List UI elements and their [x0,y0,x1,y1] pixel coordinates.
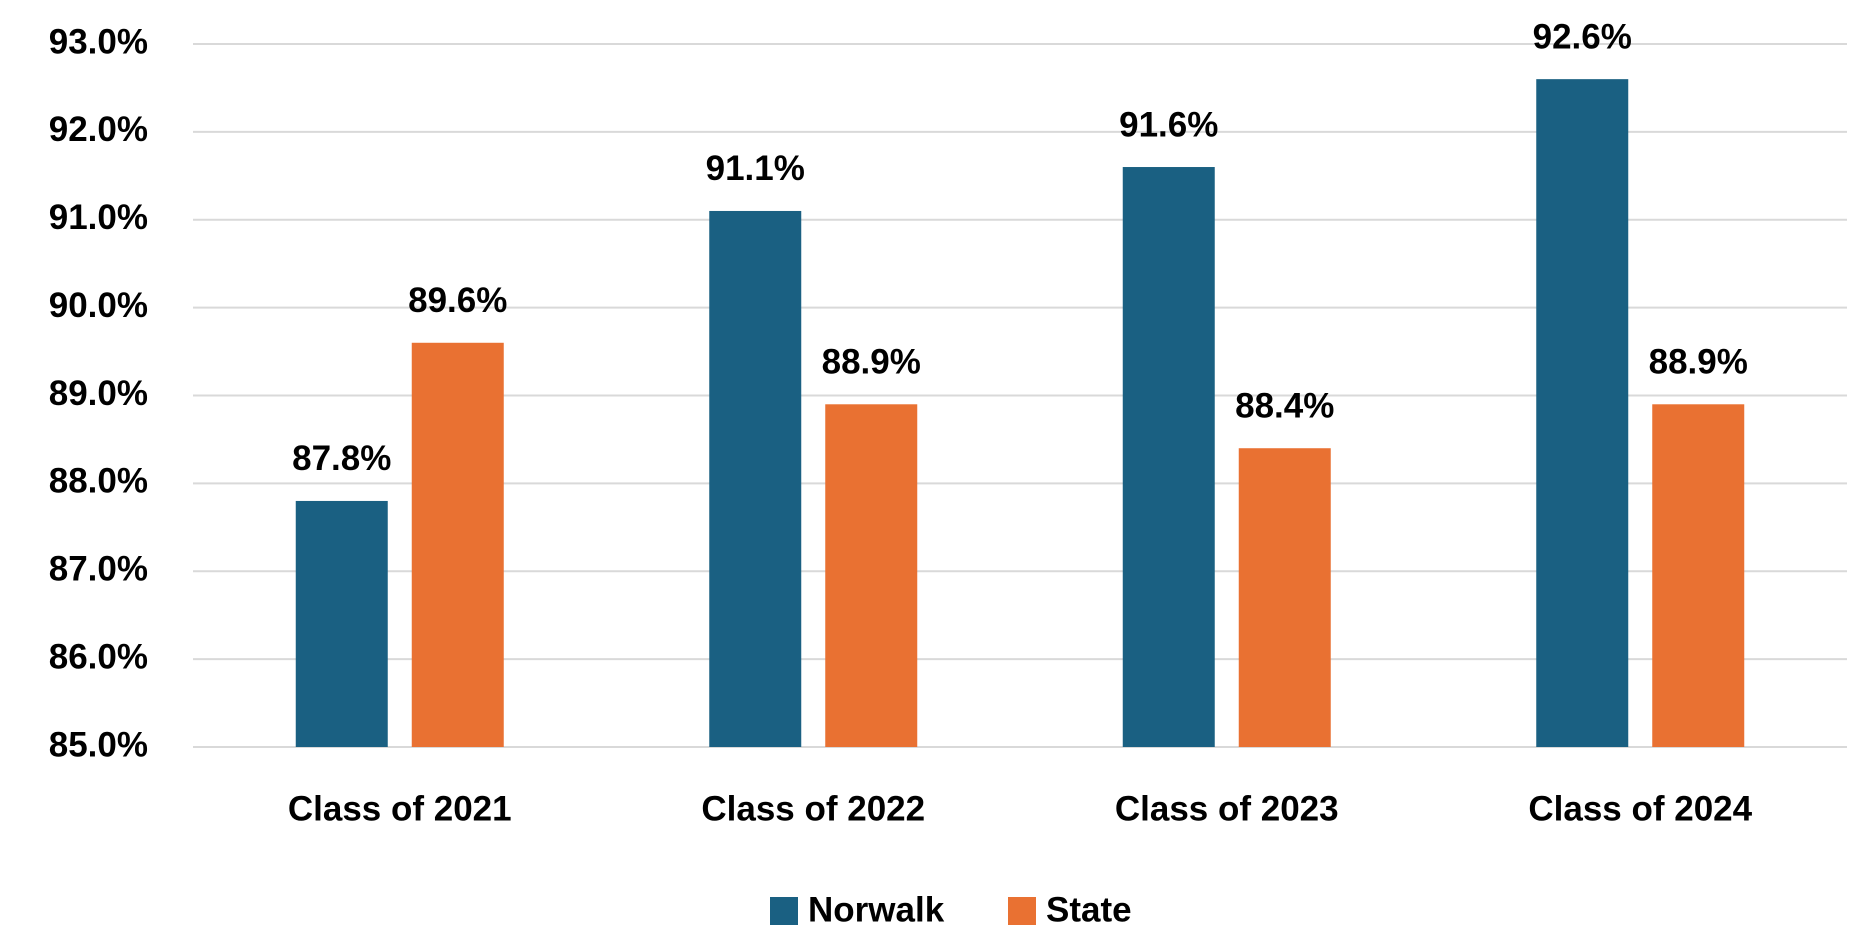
y-tick-label: 87.0% [49,550,148,589]
x-tick-label: Class of 2023 [1115,789,1339,828]
bar [295,500,388,747]
x-tick-label: Class of 2021 [288,789,512,828]
data-label: 88.4% [1235,386,1334,425]
bar [1536,79,1629,747]
y-tick-label: 85.0% [49,725,148,764]
bar [1652,404,1745,747]
y-tick-label: 86.0% [49,637,148,676]
bar [1122,167,1215,747]
data-label: 91.6% [1119,105,1218,144]
y-tick-label: 92.0% [49,110,148,149]
y-tick-label: 93.0% [49,22,148,61]
bar [709,210,802,747]
data-label: 91.1% [706,149,805,188]
y-tick-label: 88.0% [49,462,148,501]
bar [825,404,918,747]
legend-label: Norwalk [808,890,945,929]
legend-label: State [1046,890,1132,929]
data-label: 88.9% [1649,343,1748,382]
legend-swatch [770,897,798,925]
data-label: 88.9% [822,343,921,382]
x-tick-label: Class of 2024 [1528,789,1752,828]
data-label: 89.6% [408,281,507,320]
x-tick-label: Class of 2022 [701,789,925,828]
data-label: 92.6% [1533,17,1632,56]
y-tick-label: 91.0% [49,198,148,237]
data-label: 87.8% [292,439,391,478]
legend-swatch [1008,897,1036,925]
bar [411,342,504,747]
y-tick-label: 90.0% [49,286,148,325]
bar [1238,448,1331,747]
y-tick-label: 89.0% [49,374,148,413]
